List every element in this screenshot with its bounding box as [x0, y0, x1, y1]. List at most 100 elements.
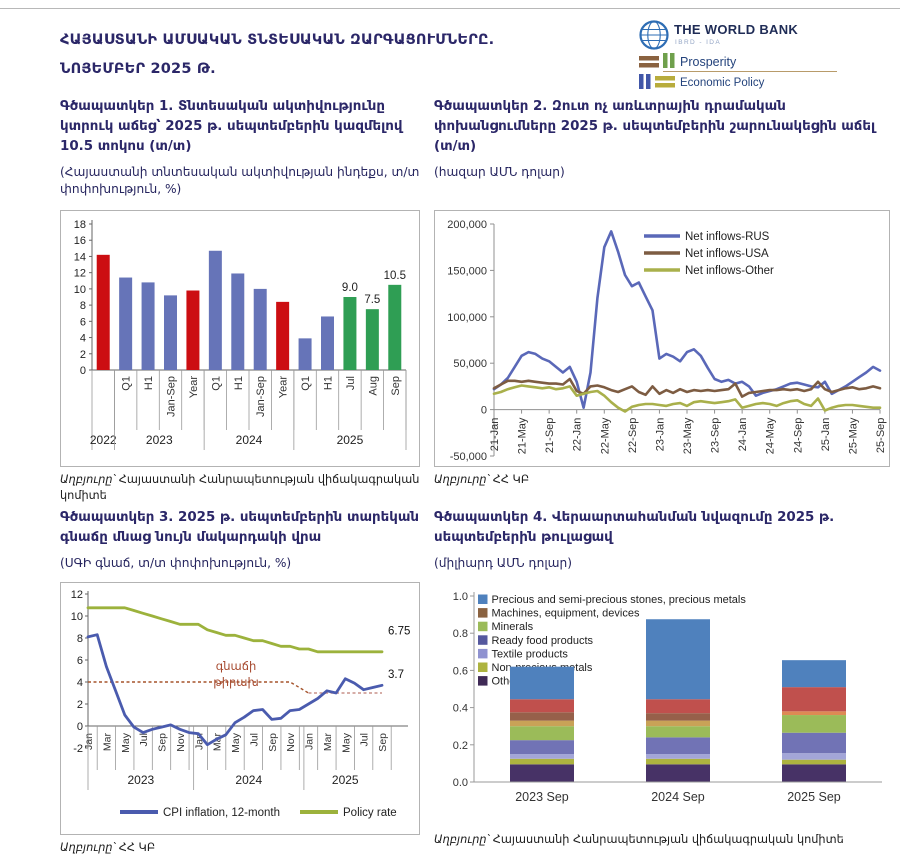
svg-text:25-May: 25-May: [847, 417, 859, 454]
svg-text:0.8: 0.8: [453, 628, 468, 640]
svg-text:CPI inflation, 12-month: CPI inflation, 12-month: [163, 807, 280, 819]
svg-text:10.5: 10.5: [384, 270, 406, 282]
svg-text:50,000: 50,000: [453, 358, 487, 370]
source-label: Աղբյուրը՝: [60, 841, 116, 854]
svg-text:6: 6: [77, 655, 83, 667]
figure-3-chart-frame: -2 0 2 4 6 8 10 12 Jan Mar May Jul Sep Nov Jan Mar May Ju…: [60, 582, 420, 835]
svg-text:H1: H1: [233, 376, 245, 390]
page-title: ՀԱՅԱՍՏԱՆԻ ԱՄՍԱԿԱՆ ՏՆՏԵՍԱԿԱՆ ԶԱՐԳԱՑՈՒՄՆԵՐ…: [60, 18, 600, 84]
svg-text:Jan-Sep: Jan-Sep: [255, 376, 267, 417]
svg-text:23-Sep: 23-Sep: [710, 418, 722, 453]
world-bank-name: THE WORLD BANK: [674, 22, 798, 37]
svg-text:23-Jan: 23-Jan: [654, 418, 666, 452]
page-top-rule: [0, 8, 900, 9]
figure-4-source: Աղբյուրը՝ Հայաստանի Հանրապետության վիճակ…: [434, 827, 892, 854]
svg-text:Machines, equipment, devices: Machines, equipment, devices: [492, 608, 640, 620]
svg-text:10: 10: [74, 284, 86, 296]
figure-4-chart: 0.0 0.2 0.4 0.6 0.8 1.0 Precious and semi-prec…: [453, 591, 882, 804]
svg-text:10: 10: [71, 611, 83, 623]
figure-1: Գծապատկեր 1. Տնտեսական ակտիվությունը կտր…: [60, 97, 434, 508]
svg-text:16: 16: [74, 235, 86, 247]
svg-text:150,000: 150,000: [447, 265, 487, 277]
svg-text:0.4: 0.4: [453, 703, 468, 715]
world-bank-logo-graphic: THE WORLD BANK IBRD - IDA Prosperity Eco…: [639, 20, 837, 89]
svg-text:Ready food products: Ready food products: [492, 635, 594, 647]
svg-text:2: 2: [77, 699, 83, 711]
svg-text:Policy rate: Policy rate: [343, 807, 397, 819]
figures-grid: Գծապատկեր 1. Տնտեսական ակտիվությունը կտր…: [60, 97, 892, 862]
svg-text:22-May: 22-May: [599, 417, 611, 454]
figure-3-title: Գծապատկեր 3. 2025 թ. սեպտեմբերին տարեկան…: [60, 510, 419, 546]
svg-text:Textile products: Textile products: [492, 648, 569, 660]
source-text: ՀՀ ԿԲ: [118, 841, 156, 854]
figure-2: Գծապատկեր 2. Զուտ ոչ առևտրային դրամական …: [434, 97, 892, 508]
svg-text:Q1: Q1: [121, 376, 133, 391]
svg-text:100,000: 100,000: [447, 312, 487, 324]
svg-text:14: 14: [74, 251, 86, 263]
report-header: ՀԱՅԱՍՏԱՆԻ ԱՄՍԱԿԱՆ ՏՆՏԵՍԱԿԱՆ ԶԱՐԳԱՑՈՒՄՆԵՐ…: [60, 18, 892, 97]
svg-text:21-May: 21-May: [517, 417, 529, 454]
svg-text:8: 8: [80, 300, 86, 312]
source-text: Հայաստանի Հանրապետության վիճակագրական կո…: [492, 833, 844, 846]
svg-text:Mar: Mar: [101, 733, 113, 752]
figure-4-subtitle: (միլիարդ ԱՄՆ դոլար): [434, 556, 572, 571]
svg-text:7.5: 7.5: [364, 294, 380, 306]
svg-text:2023 Sep: 2023 Sep: [515, 790, 569, 804]
figure-3-subtitle: (ՍԳԻ գնաճ, տ/տ փոփոխություն, %): [60, 556, 292, 571]
svg-text:Year: Year: [278, 376, 290, 399]
svg-text:Sep: Sep: [157, 733, 169, 752]
svg-text:21-Jan: 21-Jan: [489, 418, 501, 452]
unit-label-economic-policy: Economic Policy: [680, 77, 765, 89]
page-title-line1: ՀԱՅԱՍՏԱՆԻ ԱՄՍԱԿԱՆ ՏՆՏԵՍԱԿԱՆ ԶԱՐԳԱՑՈՒՄՆԵՐ…: [60, 32, 495, 48]
svg-text:2024 Sep: 2024 Sep: [651, 790, 705, 804]
figure-1-title: Գծապատկեր 1. Տնտեսական ակտիվությունը կտր…: [60, 99, 403, 155]
svg-text:24-Sep: 24-Sep: [792, 418, 804, 453]
svg-text:0.0: 0.0: [453, 777, 468, 789]
svg-text:4: 4: [77, 677, 83, 689]
svg-text:Jul: Jul: [359, 733, 371, 746]
svg-text:2025: 2025: [332, 773, 359, 787]
svg-text:1.0: 1.0: [453, 591, 468, 603]
svg-text:2025 Sep: 2025 Sep: [787, 790, 841, 804]
svg-text:Jan: Jan: [304, 733, 316, 750]
world-bank-logo: THE WORLD BANK IBRD - IDA Prosperity Eco…: [637, 18, 892, 100]
unit-label-prosperity: Prosperity: [680, 55, 737, 69]
svg-text:Jul: Jul: [138, 733, 150, 746]
svg-text:-2: -2: [73, 743, 83, 755]
figure-4-title: Գծապատկեր 4. Վերաարտահանման նվազումը 202…: [434, 510, 835, 546]
figure-2-title: Գծապատկեր 2. Զուտ ոչ առևտրային դրամական …: [434, 99, 876, 155]
figure-2-chart-frame: -50,000 0 50,000 100,000 150,000 200,000 21-Ja…: [434, 210, 890, 467]
svg-text:23-May: 23-May: [682, 417, 694, 454]
svg-text:22-Jan: 22-Jan: [572, 418, 584, 452]
svg-text:Jul: Jul: [345, 376, 357, 390]
svg-text:2023: 2023: [127, 773, 154, 787]
svg-text:Q1: Q1: [300, 376, 312, 391]
svg-text:25-Sep: 25-Sep: [875, 418, 887, 453]
svg-text:Mar: Mar: [322, 733, 334, 752]
figure-4-chart-frame: 0.0 0.2 0.4 0.6 0.8 1.0 Precious and semi-prec…: [434, 582, 890, 827]
svg-text:24-Jan: 24-Jan: [737, 418, 749, 452]
svg-text:18: 18: [74, 219, 86, 231]
svg-text:24-May: 24-May: [765, 417, 777, 454]
figure-2-subtitle: (հազար ԱՄՆ դոլար): [434, 165, 565, 180]
source-text: ՀՀ ԿԲ: [492, 473, 530, 486]
svg-text:May: May: [230, 732, 242, 753]
svg-text:21-Sep: 21-Sep: [544, 418, 556, 453]
svg-text:0: 0: [481, 405, 487, 417]
svg-text:Nov: Nov: [285, 732, 297, 751]
svg-text:Sep: Sep: [377, 733, 389, 752]
figure-1-source: Աղբյուրը՝ Հայաստանի Հանրապետության վիճակ…: [60, 467, 434, 508]
figure-3-source: Աղբյուրը՝ ՀՀ ԿԲ: [60, 835, 434, 862]
svg-text:Precious and semi-precious sto: Precious and semi-precious stones, preci…: [492, 594, 747, 606]
world-bank-subname: IBRD - IDA: [675, 39, 721, 46]
svg-text:Nov: Nov: [175, 732, 187, 751]
svg-text:4: 4: [80, 333, 86, 345]
svg-text:9.0: 9.0: [342, 282, 358, 294]
source-label: Աղբյուրը՝: [60, 473, 116, 486]
svg-text:H1: H1: [323, 376, 335, 390]
source-label: Աղբյուրը՝: [434, 833, 490, 846]
svg-text:2023: 2023: [146, 433, 173, 447]
svg-text:2: 2: [80, 349, 86, 361]
svg-text:0.6: 0.6: [453, 665, 468, 677]
svg-text:2022: 2022: [90, 433, 117, 447]
